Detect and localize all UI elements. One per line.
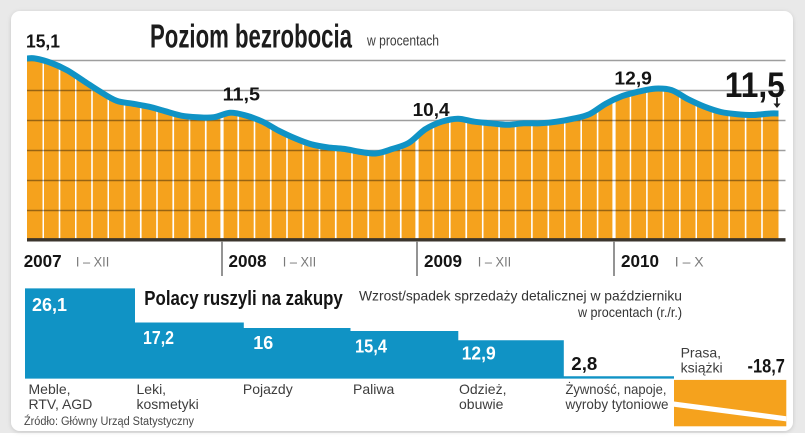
svg-text:I – XII: I – XII bbox=[76, 254, 109, 270]
svg-text:Prasa,: Prasa, bbox=[681, 345, 721, 361]
svg-text:wyroby tytoniowe: wyroby tytoniowe bbox=[565, 396, 669, 412]
svg-text:Żywność, napoje,: Żywność, napoje, bbox=[566, 380, 667, 397]
svg-text:Wzrost/spadek sprzedaży detali: Wzrost/spadek sprzedaży detalicznej w pa… bbox=[359, 289, 682, 304]
svg-text:w procentach (r./r.): w procentach (r./r.) bbox=[577, 305, 682, 320]
svg-text:w procentach: w procentach bbox=[366, 33, 439, 49]
svg-text:26,1: 26,1 bbox=[32, 295, 67, 315]
svg-text:Poziom bezrobocia: Poziom bezrobocia bbox=[150, 18, 352, 55]
svg-text:11,5: 11,5 bbox=[223, 85, 261, 105]
svg-text:15,1: 15,1 bbox=[26, 32, 60, 52]
svg-text:Meble,: Meble, bbox=[29, 381, 71, 397]
svg-text:I – X: I – X bbox=[675, 254, 704, 270]
svg-text:obuwie: obuwie bbox=[459, 396, 504, 412]
svg-text:15,4: 15,4 bbox=[355, 336, 387, 356]
svg-text:16: 16 bbox=[253, 333, 273, 353]
svg-text:2007: 2007 bbox=[24, 251, 62, 271]
svg-text:2010: 2010 bbox=[621, 251, 659, 271]
svg-text:Odzież,: Odzież, bbox=[459, 381, 506, 397]
svg-text:-18,7: -18,7 bbox=[748, 357, 785, 378]
svg-text:2009: 2009 bbox=[424, 251, 462, 271]
svg-text:Pojazdy: Pojazdy bbox=[243, 381, 293, 397]
svg-text:12,9: 12,9 bbox=[462, 343, 496, 363]
svg-text:I – XII: I – XII bbox=[283, 254, 316, 270]
svg-text:Źródło: Główny Urząd Statystyc: Źródło: Główny Urząd Statystyczny bbox=[24, 415, 194, 428]
svg-text:17,2: 17,2 bbox=[143, 328, 174, 348]
svg-text:książki: książki bbox=[681, 360, 723, 376]
svg-text:Paliwa: Paliwa bbox=[353, 381, 394, 397]
svg-text:10,4: 10,4 bbox=[413, 100, 450, 120]
svg-text:Leki,: Leki, bbox=[137, 381, 167, 397]
svg-text:kosmetyki: kosmetyki bbox=[137, 396, 199, 412]
svg-text:I – XII: I – XII bbox=[478, 254, 511, 270]
svg-text:2,8: 2,8 bbox=[571, 354, 597, 374]
svg-text:11,5: 11,5 bbox=[725, 66, 785, 105]
svg-text:Polacy ruszyli na zakupy: Polacy ruszyli na zakupy bbox=[144, 288, 343, 310]
svg-text:RTV, AGD: RTV, AGD bbox=[29, 396, 93, 412]
svg-text:2008: 2008 bbox=[229, 251, 267, 271]
svg-text:12,9: 12,9 bbox=[614, 68, 652, 88]
